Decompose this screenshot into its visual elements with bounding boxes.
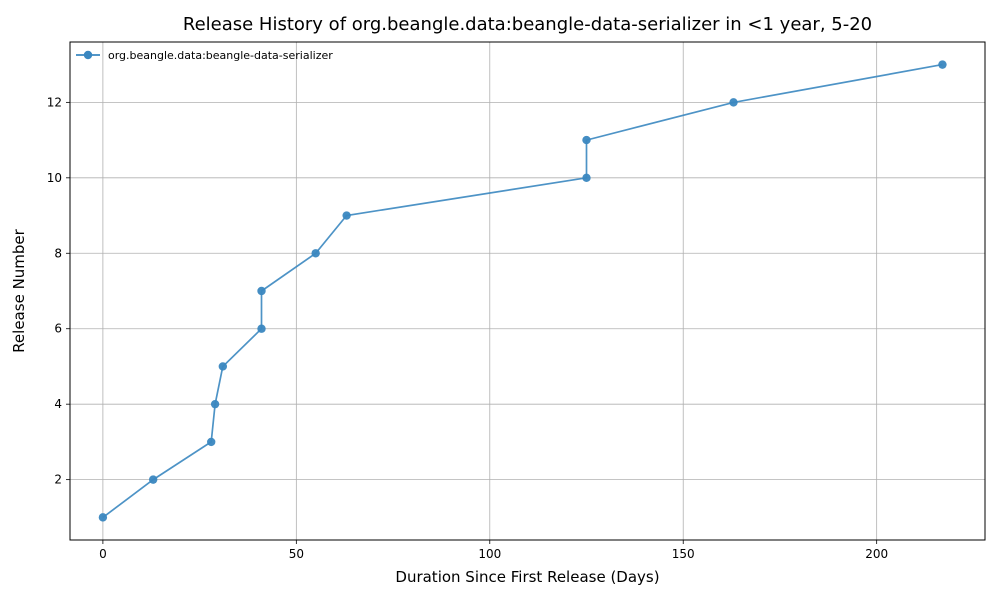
y-tick-label: 2 bbox=[54, 473, 62, 487]
data-point bbox=[207, 437, 216, 447]
grid bbox=[70, 42, 985, 540]
data-point bbox=[311, 249, 320, 258]
data-point bbox=[98, 513, 108, 522]
data-point bbox=[342, 211, 351, 220]
y-tick-label: 10 bbox=[47, 171, 62, 185]
x-tick-label: 100 bbox=[478, 547, 501, 561]
x-axis-label: Duration Since First Release (Days) bbox=[395, 568, 659, 586]
x-tick-label: 50 bbox=[289, 547, 304, 561]
y-tick-label: 12 bbox=[47, 95, 62, 109]
data-point bbox=[582, 173, 591, 183]
data-point bbox=[218, 362, 228, 371]
data-point bbox=[257, 286, 266, 296]
data-point bbox=[582, 135, 591, 145]
data-point bbox=[729, 98, 738, 107]
plot-area-frame bbox=[69, 41, 986, 541]
legend-point-marker bbox=[83, 50, 93, 60]
data-point bbox=[257, 324, 266, 333]
data-point bbox=[210, 399, 220, 409]
x-tick-label: 150 bbox=[672, 547, 695, 561]
x-tick-label: 0 bbox=[99, 547, 107, 561]
data-point bbox=[938, 60, 947, 69]
legend: org.beangle.data:beangle-data-serializer bbox=[76, 49, 333, 62]
x-tick-label: 200 bbox=[865, 547, 888, 561]
chart-title: Release History of org.beangle.data:bean… bbox=[183, 14, 872, 35]
y-tick-label: 8 bbox=[54, 246, 62, 260]
y-axis-label: Release Number bbox=[10, 228, 28, 352]
y-tick-label: 6 bbox=[54, 322, 62, 336]
series-layer bbox=[98, 60, 947, 522]
y-tick-label: 4 bbox=[54, 397, 62, 411]
data-point bbox=[148, 475, 158, 484]
ticks: 0 50 100 150 200 2 4 6 8 10 12 bbox=[47, 95, 888, 561]
legend-label: org.beangle.data:beangle-data-serializer bbox=[108, 49, 333, 62]
